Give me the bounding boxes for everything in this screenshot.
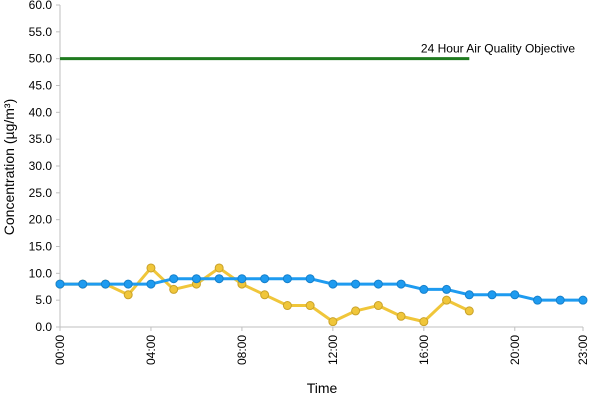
data-point <box>419 284 429 294</box>
y-axis-title: Concentration (µg/m³) <box>1 99 17 235</box>
data-point <box>442 295 452 305</box>
data-point <box>78 279 88 289</box>
y-tick-label: 5.0 <box>35 293 52 307</box>
series-1 <box>55 263 474 327</box>
data-point <box>396 279 406 289</box>
y-tick-label: 40.0 <box>29 105 53 119</box>
data-point <box>533 295 543 305</box>
data-point <box>100 279 110 289</box>
data-point <box>191 274 201 284</box>
data-point <box>351 306 361 316</box>
data-point <box>169 284 179 294</box>
data-point <box>464 306 474 316</box>
data-point <box>351 279 361 289</box>
data-point <box>419 317 429 327</box>
series-2 <box>55 274 588 305</box>
data-point <box>510 290 520 300</box>
y-tick-label: 55.0 <box>29 25 53 39</box>
data-point <box>282 301 292 311</box>
x-tick-label: 23:00 <box>576 335 590 365</box>
data-point <box>146 279 156 289</box>
data-point <box>55 279 65 289</box>
data-point <box>214 274 224 284</box>
x-tick-label: 04:00 <box>144 335 158 365</box>
x-tick-label: 12:00 <box>326 335 340 365</box>
y-tick-label: 60.0 <box>29 0 53 12</box>
data-point <box>146 263 156 273</box>
data-point <box>123 290 133 300</box>
data-point <box>305 274 315 284</box>
y-tick-label: 35.0 <box>29 132 53 146</box>
data-point <box>282 274 292 284</box>
data-point <box>328 279 338 289</box>
y-tick-label: 30.0 <box>29 159 53 173</box>
data-point <box>578 295 588 305</box>
y-tick-label: 15.0 <box>29 240 53 254</box>
data-point <box>305 301 315 311</box>
x-tick-label: 00:00 <box>53 335 67 365</box>
data-point <box>123 279 133 289</box>
data-point <box>555 295 565 305</box>
y-tick-label: 0.0 <box>35 320 52 334</box>
y-tick-label: 10.0 <box>29 266 53 280</box>
data-point <box>260 274 270 284</box>
x-tick-label: 16:00 <box>417 335 431 365</box>
x-axis-title: Time <box>307 380 338 396</box>
data-point <box>328 317 338 327</box>
data-point <box>169 274 179 284</box>
data-point <box>487 290 497 300</box>
y-tick-label: 45.0 <box>29 79 53 93</box>
data-point <box>442 284 452 294</box>
y-tick-label: 25.0 <box>29 186 53 200</box>
data-point <box>464 290 474 300</box>
data-point <box>373 301 383 311</box>
data-point <box>396 311 406 321</box>
objective-label: 24 Hour Air Quality Objective <box>421 42 575 56</box>
data-point <box>260 290 270 300</box>
data-point <box>214 263 224 273</box>
x-tick-label: 20:00 <box>508 335 522 365</box>
y-tick-label: 50.0 <box>29 52 53 66</box>
x-tick-label: 08:00 <box>235 335 249 365</box>
y-tick-label: 20.0 <box>29 213 53 227</box>
data-point <box>237 274 247 284</box>
data-point <box>373 279 383 289</box>
